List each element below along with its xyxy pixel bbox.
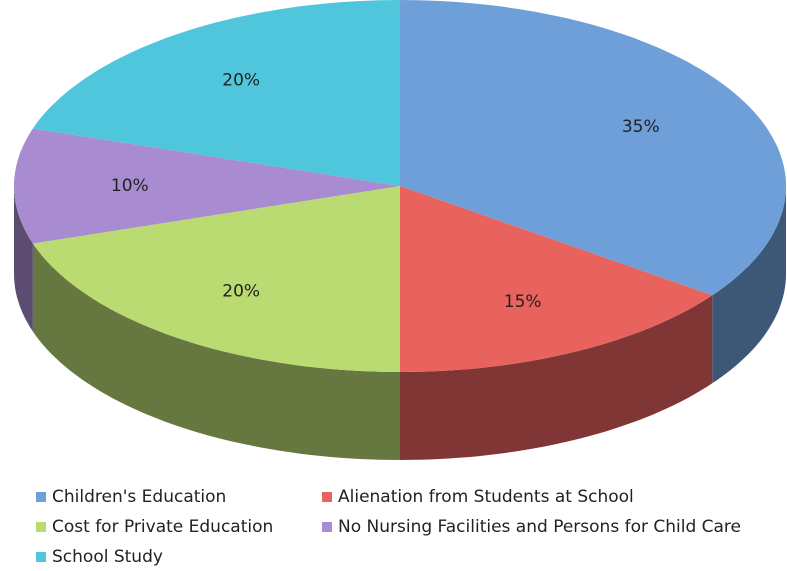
legend-label: Alienation from Students at School: [338, 487, 634, 507]
slice: [400, 0, 786, 296]
legend-label: Cost for Private Education: [52, 517, 273, 537]
slice: [32, 0, 401, 186]
data-label: 10%: [111, 176, 149, 196]
legend-label: Children's Education: [52, 487, 226, 507]
slice-side: [712, 186, 786, 384]
slice: [32, 186, 401, 372]
slice-side: [14, 186, 33, 332]
legend-swatch: [36, 522, 46, 532]
legend-swatch: [36, 492, 46, 502]
slice-side: [32, 243, 401, 460]
data-label: 35%: [622, 117, 660, 137]
data-label: 15%: [504, 292, 542, 312]
slice: [14, 128, 400, 244]
data-label: 20%: [222, 281, 260, 301]
legend-label: No Nursing Facilities and Persons for Ch…: [338, 517, 741, 537]
legend-swatch: [322, 492, 332, 502]
data-label: 20%: [222, 71, 260, 91]
legend-label: School Study: [52, 547, 163, 567]
legend-swatch: [36, 552, 46, 562]
slice-side: [400, 295, 713, 460]
legend-swatch: [322, 522, 332, 532]
slice: [400, 186, 713, 372]
